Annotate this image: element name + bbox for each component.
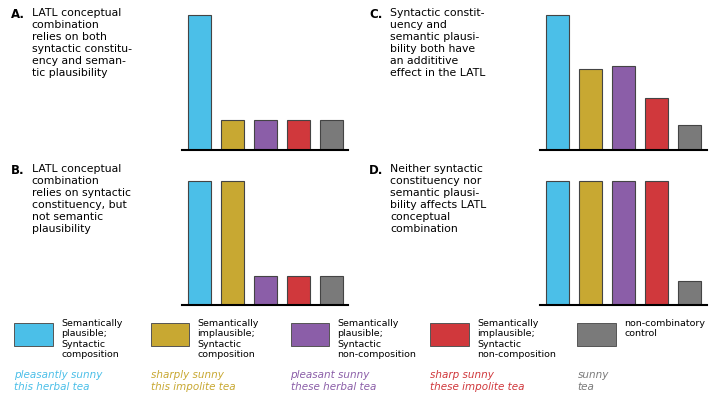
Bar: [188, 15, 211, 150]
Text: Syntactic constit-
uency and
semantic plausi-
bility both have
an addititive
eff: Syntactic constit- uency and semantic pl…: [390, 8, 486, 78]
Text: sharply sunny
this impolite tea: sharply sunny this impolite tea: [151, 370, 235, 392]
Bar: [678, 281, 701, 305]
Text: sunny
tea: sunny tea: [578, 370, 609, 392]
Text: sharp sunny
these impolite tea: sharp sunny these impolite tea: [431, 370, 525, 392]
Bar: [253, 120, 277, 150]
Bar: [320, 120, 343, 150]
Text: Semantically
plausible;
Syntactic
composition: Semantically plausible; Syntactic compos…: [61, 319, 122, 359]
Bar: [678, 126, 701, 150]
Bar: [579, 69, 602, 150]
Text: B.: B.: [11, 164, 24, 177]
Bar: [431, 323, 469, 346]
Text: pleasant sunny
these herbal tea: pleasant sunny these herbal tea: [291, 370, 376, 392]
Text: LATL conceptual
combination
relies on syntactic
constituency, but
not semantic
p: LATL conceptual combination relies on sy…: [31, 164, 131, 234]
Bar: [221, 181, 243, 305]
Text: pleasantly sunny
this herbal tea: pleasantly sunny this herbal tea: [14, 370, 103, 392]
Bar: [579, 181, 602, 305]
Text: LATL conceptual
combination
relies on both
syntactic constitu-
ency and seman-
t: LATL conceptual combination relies on bo…: [31, 8, 131, 78]
Bar: [253, 276, 277, 305]
Bar: [320, 276, 343, 305]
Bar: [546, 15, 569, 150]
Bar: [286, 276, 310, 305]
Bar: [612, 181, 635, 305]
Bar: [221, 120, 243, 150]
Bar: [546, 181, 569, 305]
Bar: [151, 323, 189, 346]
Bar: [286, 120, 310, 150]
Text: Semantically
plausible;
Syntactic
non-composition: Semantically plausible; Syntactic non-co…: [338, 319, 416, 359]
Bar: [612, 66, 635, 150]
Text: Semantically
implausible;
Syntactic
non-composition: Semantically implausible; Syntactic non-…: [478, 319, 556, 359]
Bar: [645, 181, 668, 305]
Text: C.: C.: [369, 8, 383, 21]
Text: A.: A.: [11, 8, 25, 21]
Text: Semantically
implausible;
Syntactic
composition: Semantically implausible; Syntactic comp…: [198, 319, 259, 359]
Text: D.: D.: [369, 164, 383, 177]
Bar: [578, 323, 616, 346]
Text: non-combinatory
control: non-combinatory control: [624, 319, 705, 339]
Bar: [291, 323, 329, 346]
Bar: [188, 181, 211, 305]
Text: Neither syntactic
constituency nor
semantic plausi-
bility affects LATL
conceptu: Neither syntactic constituency nor seman…: [390, 164, 486, 234]
Bar: [645, 98, 668, 150]
Bar: [14, 323, 53, 346]
